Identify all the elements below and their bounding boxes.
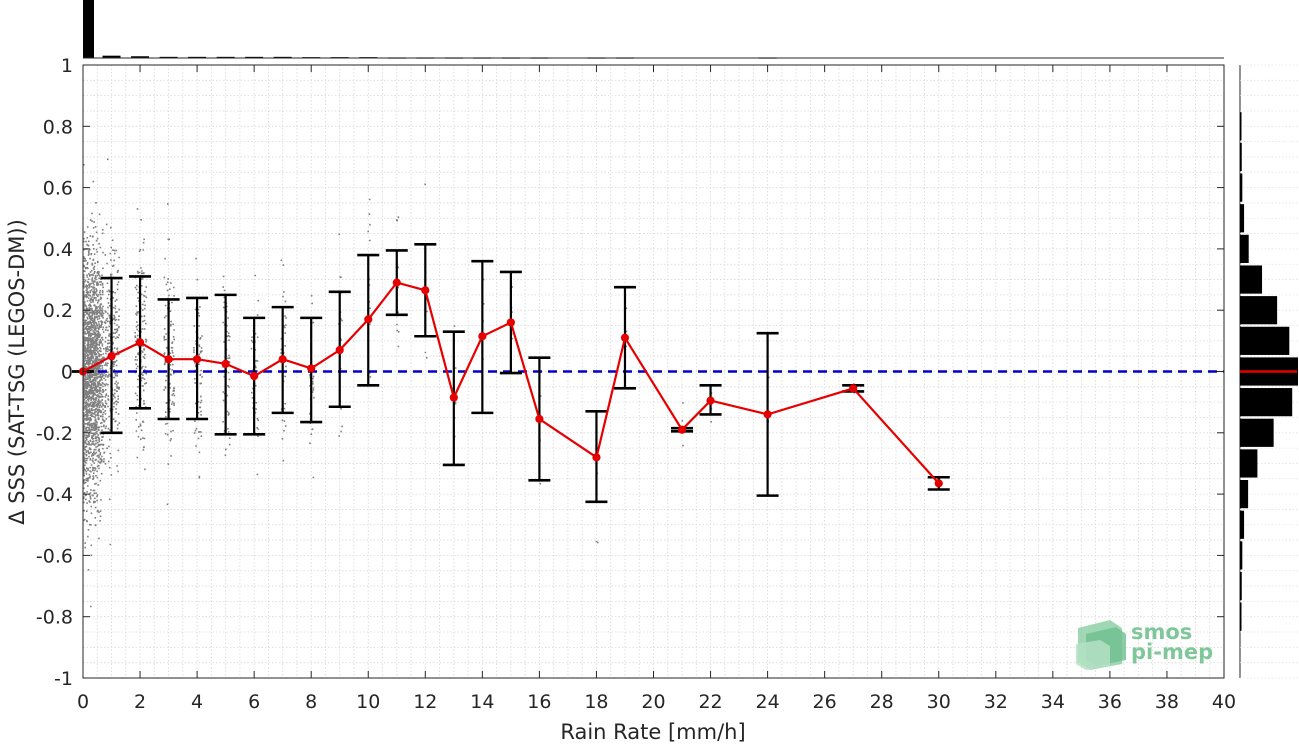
y-tick-label: 1 <box>61 55 73 77</box>
right-histogram-bar <box>1240 142 1242 172</box>
smos-pimep-logo: smos pi-mep <box>1076 620 1213 670</box>
mean-point <box>620 333 630 342</box>
mean-point <box>592 453 601 462</box>
x-tick-label: 20 <box>641 691 665 713</box>
mean-point <box>506 318 515 327</box>
right-histogram-bar <box>1240 541 1243 570</box>
x-tick-label: 26 <box>813 691 837 713</box>
right-histogram-bar <box>1240 326 1290 355</box>
y-tick-label: 0 <box>61 362 73 384</box>
top-histogram-bar <box>216 56 235 59</box>
y-tick-label: 0.4 <box>43 239 73 261</box>
right-histogram-bar <box>1240 173 1243 202</box>
mean-point <box>934 479 943 488</box>
top-histogram-bar <box>102 55 121 58</box>
mean-series <box>78 278 943 488</box>
right-histogram-bar <box>1240 204 1245 233</box>
top-histogram-bar <box>131 56 150 58</box>
mean-point <box>421 286 430 295</box>
x-tick-label: 2 <box>134 691 146 713</box>
y-tick-label: 0.8 <box>43 116 73 138</box>
mean-point <box>706 396 715 405</box>
mean-point <box>763 410 772 419</box>
mean-point <box>849 384 858 393</box>
x-tick-label: 36 <box>1098 691 1122 713</box>
x-tick-label: 0 <box>77 691 89 713</box>
x-tick-label: 34 <box>1041 691 1065 713</box>
x-tick-label: 24 <box>756 691 780 713</box>
right-histogram-bar <box>1240 265 1263 294</box>
axes <box>82 64 1225 679</box>
mean-point <box>135 338 145 347</box>
mean-point <box>107 352 116 361</box>
mean-line <box>82 281 940 485</box>
x-axis-label: Rain Rate [mm/h] <box>560 720 745 744</box>
right-histogram-bar <box>1240 449 1258 478</box>
right-histogram-bar <box>1240 112 1242 141</box>
top-histogram-bar <box>188 56 207 59</box>
x-tick-label: 22 <box>698 691 722 713</box>
y-tick-label: 0.2 <box>43 300 73 322</box>
right-histogram-bar <box>1240 234 1249 263</box>
y-axis-label: Δ SSS (SAT-TSG (LEGOS-DM)) <box>5 219 29 525</box>
mean-point <box>164 355 173 364</box>
mean-point <box>250 371 259 381</box>
logo-line-2: pi-mep <box>1131 640 1213 664</box>
x-tick-label: 16 <box>527 691 551 713</box>
x-tick-label: 32 <box>984 691 1008 713</box>
grid <box>82 64 1225 679</box>
right-histogram-bar <box>1240 602 1242 631</box>
x-tick-label: 40 <box>1212 691 1236 713</box>
logo-mark-icon <box>1076 620 1126 670</box>
top-histogram-bar <box>273 56 292 59</box>
right-histogram-bar <box>1240 418 1274 447</box>
right-histogram-bar <box>1240 510 1245 539</box>
y-tick-label: 0.6 <box>43 178 73 200</box>
top-histogram-bar <box>245 56 264 59</box>
mean-point <box>307 364 316 373</box>
y-tick-label: -1 <box>54 668 73 690</box>
right-histogram-bar <box>1240 296 1278 325</box>
right-histogram <box>1239 64 1299 679</box>
x-tick-label: 18 <box>584 691 608 713</box>
mean-point <box>221 359 230 368</box>
right-histogram-bar <box>1240 388 1293 417</box>
logo-line-1: smos <box>1131 620 1192 644</box>
right-histogram-bar <box>1240 480 1249 509</box>
mean-point <box>449 393 458 402</box>
x-tick-label: 14 <box>470 691 494 713</box>
x-tick-label: 4 <box>191 691 203 713</box>
x-tick-label: 28 <box>870 691 894 713</box>
x-tick-label: 6 <box>248 691 260 713</box>
mean-point <box>335 345 344 355</box>
mean-point <box>278 355 287 364</box>
right-histogram-bar <box>1240 571 1242 601</box>
x-tick-label: 8 <box>305 691 317 713</box>
y-tick-label: -0.6 <box>36 545 73 567</box>
tick-labels: 0 2 4 6 8 10 12 14 16 18 20 22 24 26 28 30 32 34 36 38 40-1-… <box>36 55 1236 713</box>
mean-point <box>535 414 544 424</box>
top-histogram <box>83 0 1224 59</box>
mean-point <box>364 315 373 324</box>
x-tick-label: 12 <box>413 691 437 713</box>
y-tick-label: -0.2 <box>36 423 73 445</box>
mean-point <box>392 278 401 287</box>
top-histogram-bar <box>159 56 178 59</box>
top-histogram-bar <box>83 0 94 58</box>
x-tick-label: 10 <box>356 691 380 713</box>
mean-point <box>478 332 487 341</box>
x-tick-label: 30 <box>927 691 951 713</box>
mean-point <box>193 355 202 364</box>
mean-point <box>677 425 687 434</box>
y-tick-label: -0.4 <box>36 484 73 506</box>
y-tick-label: -0.8 <box>36 607 73 629</box>
x-tick-label: 38 <box>1155 691 1179 713</box>
